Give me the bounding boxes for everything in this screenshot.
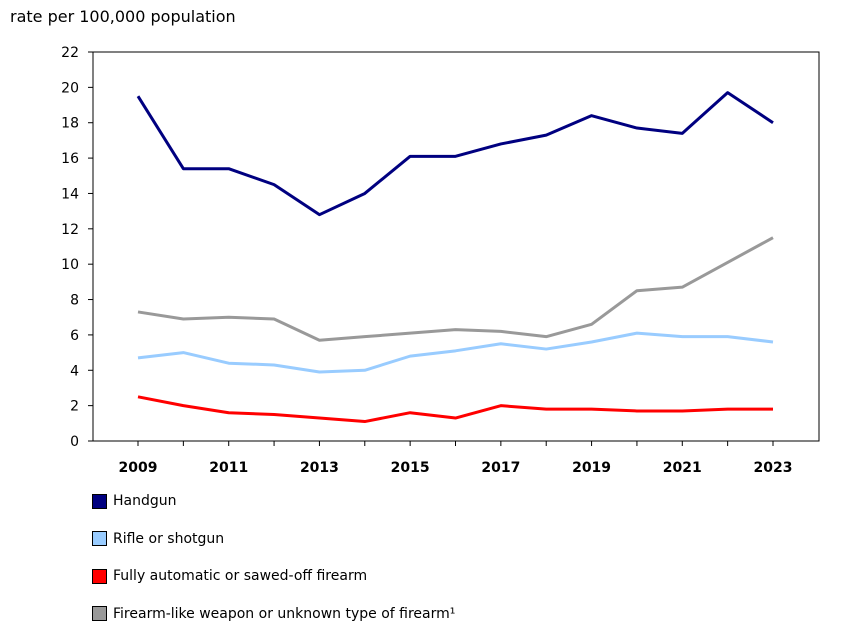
y-tick-label: 18 bbox=[61, 116, 79, 132]
y-tick-label: 16 bbox=[61, 151, 79, 167]
y-tick-label: 20 bbox=[61, 80, 79, 96]
legend-label: Firearm-like weapon or unknown type of f… bbox=[113, 605, 456, 622]
y-axis-label: rate per 100,000 population bbox=[10, 7, 236, 26]
y-tick-label: 8 bbox=[70, 293, 79, 309]
y-tick-label: 2 bbox=[70, 399, 79, 415]
legend-swatch bbox=[92, 493, 107, 509]
series-line-2 bbox=[137, 395, 773, 424]
x-tick-label: 2019 bbox=[572, 460, 611, 476]
chart-svg: rate per 100,000 population 0 2 4 6 8 10 12 14 1… bbox=[10, 7, 820, 476]
x-tick-label: 2023 bbox=[754, 460, 793, 476]
legend-item: Fully automatic or sawed-off firearm bbox=[92, 568, 367, 584]
legend-item: Firearm-like weapon or unknown type of f… bbox=[92, 606, 455, 622]
series-line-1 bbox=[137, 331, 774, 374]
legend-item: Rifle or shotgun bbox=[92, 531, 224, 547]
y-tick-label: 10 bbox=[61, 257, 79, 273]
x-tick-label: 2011 bbox=[209, 460, 248, 476]
x-tick-label: 2009 bbox=[119, 460, 158, 476]
legend-swatch bbox=[92, 531, 107, 546]
x-tick-label: 2015 bbox=[391, 460, 430, 476]
x-tick-label: 2013 bbox=[300, 460, 339, 476]
y-tick-label: 4 bbox=[70, 363, 79, 379]
x-tick-label: 2021 bbox=[663, 460, 702, 476]
legend-label: Fully automatic or sawed-off firearm bbox=[113, 568, 368, 584]
legend-swatch bbox=[92, 568, 107, 584]
legend-label: Handgun bbox=[113, 493, 177, 509]
y-tick-label: 0 bbox=[70, 434, 79, 450]
legend-label: Rifle or shotgun bbox=[113, 530, 225, 547]
legend-swatch bbox=[92, 606, 107, 621]
series-line-3 bbox=[137, 236, 774, 342]
y-tick-label: 14 bbox=[61, 186, 79, 202]
x-tick-label: 2017 bbox=[481, 460, 520, 476]
legend-item: Handgun bbox=[92, 493, 177, 509]
y-tick-label: 22 bbox=[61, 45, 79, 61]
y-tick-label: 12 bbox=[61, 222, 79, 238]
y-tick-label: 6 bbox=[70, 328, 79, 344]
series-line-0 bbox=[136, 91, 774, 217]
